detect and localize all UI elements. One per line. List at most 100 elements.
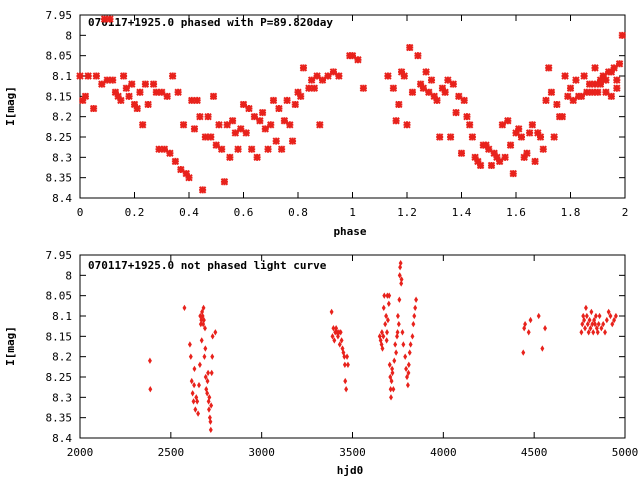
unphased-y-ticks: 7.95 8 8.05 8.1 8.15 8.2 8.25 8.3 8.35 8.4 [46, 249, 625, 445]
phased-data-point [435, 133, 444, 141]
unphased-data-point [599, 325, 604, 332]
phased-data-point [515, 125, 523, 133]
unphased-data-point [523, 320, 528, 328]
unphased-data-point [342, 353, 347, 360]
unphased-data-point [387, 361, 392, 368]
phased-data-point [433, 96, 441, 105]
unphased-data-point [593, 320, 597, 328]
phased-y-tick-label: 8 [65, 29, 72, 42]
unphased-data-point [399, 280, 404, 287]
unphased-data-point [343, 377, 348, 385]
unphased-data-point [410, 333, 415, 340]
phased-y-tick-label: 8.15 [46, 90, 73, 103]
unphased-data-point [583, 304, 588, 312]
unphased-data-point [401, 341, 406, 348]
unphased-data-point [382, 292, 387, 299]
phased-data-point [103, 76, 111, 84]
phased-data-point [250, 112, 259, 121]
phased-data-point [220, 178, 229, 186]
phased-data-point [474, 157, 482, 166]
phased-data-point [457, 149, 466, 157]
phased-data-point [509, 169, 517, 178]
unphased-data-point [596, 320, 601, 328]
phased-data-point [171, 157, 180, 166]
phased-data-point [215, 121, 223, 129]
unphased-data-point [192, 381, 197, 389]
phased-data-point [133, 104, 141, 113]
unphased-data-point [209, 402, 214, 409]
unphased-data-point [195, 398, 200, 405]
phased-data-point [498, 121, 507, 129]
phased-data-point [247, 145, 256, 153]
phased-data-point [577, 92, 586, 101]
phased-data-point [288, 137, 297, 145]
unphased-data-point [396, 320, 401, 328]
unphased-data-point [613, 312, 618, 320]
phased-plot-frame [79, 14, 626, 199]
unphased-data-point [201, 316, 206, 324]
unphased-chart-title: 070117+1925.0 not phased light curve [88, 259, 327, 272]
unphased-data-point [203, 373, 208, 381]
phased-data-point [130, 100, 139, 109]
phased-data-point [425, 88, 433, 96]
phased-data-point [299, 64, 308, 72]
unphased-data-point [205, 390, 210, 397]
phased-data-point [277, 145, 286, 153]
unphased-data-point [589, 308, 594, 316]
unphased-data-point [330, 333, 335, 340]
unphased-y-tick-label: 8 [65, 269, 72, 282]
phased-data-point [490, 149, 498, 157]
unphased-data-point [193, 406, 198, 413]
phased-data-point [419, 84, 428, 92]
phased-x-tick-label: 1.2 [397, 206, 417, 219]
phased-data-point [531, 157, 539, 166]
phased-data-point [594, 88, 602, 96]
unphased-data-point [601, 320, 606, 328]
phased-data-point [76, 72, 84, 80]
unphased-x-tick-label: 2500 [158, 446, 185, 459]
phased-data-point [190, 125, 199, 133]
phased-data-point [544, 64, 553, 72]
unphased-data-point [397, 296, 402, 303]
unphased-data-point [398, 259, 403, 267]
phased-data-point [201, 133, 210, 141]
unphased-data-point [201, 320, 206, 328]
phased-data-point [476, 161, 485, 170]
phased-data-point [596, 76, 605, 84]
unphased-x-tick-label: 4500 [521, 446, 548, 459]
unphased-data-point [339, 337, 344, 344]
phased-data-point [504, 117, 512, 125]
phased-data-point [452, 108, 460, 117]
phased-data-point [528, 121, 537, 129]
phased-data-point [517, 133, 526, 141]
phased-data-point [237, 125, 245, 133]
unphased-data-point [386, 300, 391, 307]
phased-x-tick-label: 1.8 [561, 206, 581, 219]
phased-data-point [179, 121, 188, 129]
phased-data-point [501, 153, 509, 162]
unphased-data-point [583, 325, 587, 332]
phased-data-point [329, 68, 338, 76]
unphased-data-point [209, 369, 214, 377]
unphased-data-point [603, 329, 607, 336]
phased-data-point [122, 84, 131, 92]
phased-data-point [430, 92, 438, 101]
phased-data-point [591, 80, 599, 88]
phased-data-point [607, 92, 616, 101]
phased-data-point [561, 72, 569, 80]
phased-data-point [207, 133, 215, 141]
unphased-data-point [208, 426, 213, 434]
unphased-data-point [207, 406, 211, 413]
phased-data-point [155, 145, 163, 153]
phased-data-point [539, 145, 547, 153]
phased-x-tick-label: 0.4 [179, 206, 199, 219]
unphased-data-point [406, 361, 411, 368]
unphased-data-point [192, 365, 197, 373]
unphased-data-point [604, 316, 609, 324]
phased-data-point [168, 72, 177, 80]
phased-data-point [438, 84, 447, 92]
unphased-data-point [414, 296, 419, 303]
unphased-data-point [187, 341, 192, 348]
unphased-y-tick-label: 8.3 [52, 391, 72, 404]
